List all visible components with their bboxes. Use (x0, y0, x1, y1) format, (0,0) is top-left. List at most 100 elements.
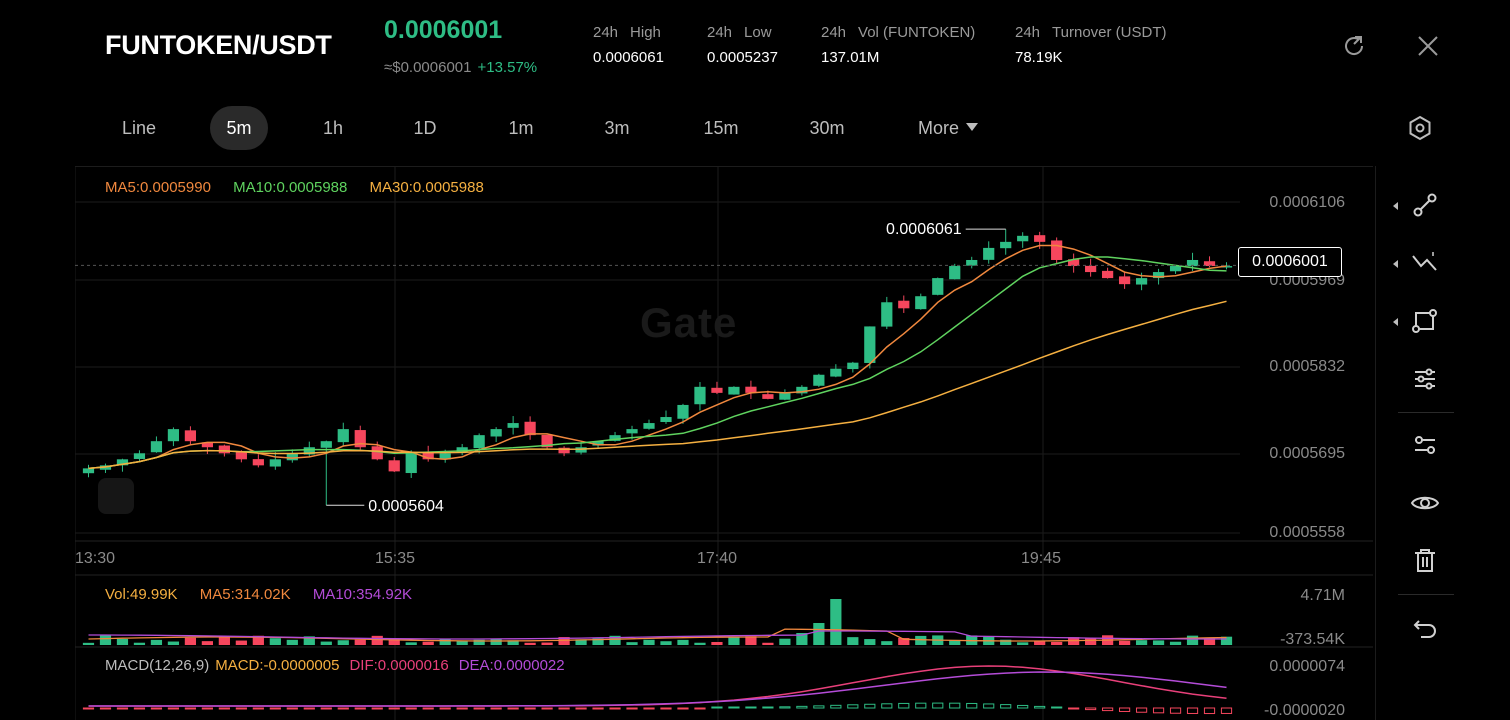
volume-bar (456, 640, 468, 645)
volume-bar (558, 637, 570, 645)
macd-histogram-bar (898, 702, 910, 709)
indicator-manage-icon[interactable] (1410, 430, 1440, 460)
candlestick-chart[interactable]: 0.0006061 0.0005604 (75, 167, 1373, 720)
tab-1d[interactable]: 1D (413, 118, 437, 138)
volume-bar (507, 640, 519, 645)
tab-30m[interactable]: 30m (809, 118, 845, 138)
volume-bar (235, 640, 247, 645)
macd-histogram-bar (82, 707, 95, 710)
macd-histogram-bar (864, 703, 876, 709)
indicator-settings-icon[interactable] (1410, 364, 1440, 394)
tab-3m[interactable]: 3m (604, 118, 630, 138)
macd-histogram-bar (1034, 705, 1046, 709)
ma30-line (88, 300, 1227, 470)
volume-bar (388, 638, 400, 645)
share-icon[interactable] (1341, 33, 1367, 59)
macd-histogram-bar (592, 707, 604, 710)
close-icon[interactable] (1415, 33, 1441, 59)
candle (915, 296, 927, 310)
candle (1102, 270, 1114, 279)
candle (269, 459, 281, 467)
macd-histogram-bar (694, 707, 706, 710)
tab-1m[interactable]: 1m (508, 118, 534, 138)
volume-tick: -373.54K (1280, 631, 1345, 648)
macd-value: MACD:-0.0000005 (215, 657, 340, 674)
eye-icon[interactable] (1410, 488, 1440, 518)
candle (150, 441, 163, 453)
trend-tool-icon[interactable] (1410, 248, 1440, 278)
candle (1034, 235, 1046, 242)
volume-bar (762, 642, 774, 645)
settings-icon[interactable] (1407, 115, 1433, 141)
volume-bar (133, 642, 146, 645)
macd-histogram-bar (303, 707, 315, 710)
ma10-legend: MA10:0.0005988 (233, 179, 348, 196)
volume-bar (1220, 636, 1233, 645)
change-percent: +13.57% (477, 59, 538, 76)
tab-15m[interactable]: 15m (703, 118, 739, 138)
tab-5m[interactable]: 5m (210, 106, 268, 150)
candle (711, 387, 723, 393)
candle (1085, 265, 1097, 273)
macd-histogram-bar (609, 707, 621, 710)
candle (728, 386, 740, 395)
ma30-legend: MA30:0.0005988 (369, 179, 484, 196)
undo-icon[interactable] (1410, 612, 1440, 642)
macd-histogram-bar (524, 707, 536, 710)
candle (1051, 240, 1063, 260)
volume-bar (184, 637, 197, 645)
volume-bar (592, 638, 604, 645)
expand-caret-icon[interactable] (1393, 202, 1398, 210)
price-tick: 0.0005695 (1269, 445, 1345, 462)
volume-bar (303, 636, 315, 645)
volume-bar (745, 636, 757, 645)
candle (354, 430, 366, 448)
expand-caret-icon[interactable] (1393, 260, 1398, 268)
macd-histogram-bar (184, 707, 196, 710)
vol-legend: Vol:49.99K (105, 586, 178, 603)
expand-caret-icon[interactable] (1393, 318, 1398, 326)
line-tool-icon[interactable] (1410, 190, 1440, 220)
volume-bar (575, 639, 587, 645)
vol-ma5-legend: MA5:314.02K (199, 586, 291, 603)
volume-bar (473, 639, 485, 645)
macd-histogram-bar (1085, 707, 1097, 711)
candle (439, 453, 451, 460)
macd-histogram-bar (1169, 707, 1182, 714)
candle (881, 302, 893, 327)
time-tick: 13:30 (75, 550, 116, 567)
candle (1152, 272, 1165, 279)
chart-area[interactable]: Gate 0.0006061 0.0005604 MA5:0.0005990 MA… (75, 166, 1373, 720)
trash-icon[interactable] (1410, 546, 1440, 576)
volume-bar (660, 641, 672, 645)
candle (286, 453, 298, 461)
volume-bar (898, 637, 910, 645)
candle (932, 278, 944, 295)
pair-title[interactable]: FUNTOKEN/USDT (105, 30, 332, 60)
last-price: 0.0006001 (384, 16, 503, 44)
shape-tool-icon[interactable] (1410, 306, 1440, 336)
volume-bar (779, 638, 791, 645)
macd-histogram-bar (507, 707, 519, 710)
price-tick: 0.0006106 (1269, 194, 1345, 211)
tab-line[interactable]: Line (121, 118, 157, 138)
tab-more[interactable]: More (908, 106, 988, 150)
macd-histogram-bar (949, 702, 961, 709)
candle (1203, 261, 1216, 267)
macd-histogram-bar (1203, 707, 1216, 715)
volume-bar (1085, 638, 1097, 645)
candle (218, 445, 230, 454)
candle (830, 368, 842, 377)
toolbar-divider (1398, 412, 1454, 413)
dif-value: DIF:0.0000016 (349, 657, 449, 674)
volume-bar (1000, 639, 1012, 645)
candle (864, 326, 876, 363)
candle (456, 447, 468, 453)
price-subline: ≈$0.0006001 +13.57% (384, 59, 537, 76)
candle (184, 430, 197, 442)
volume-bar (1152, 640, 1165, 645)
macd-histogram-bar (405, 707, 417, 710)
candle (82, 468, 95, 474)
tab-1h[interactable]: 1h (322, 118, 344, 138)
candle (949, 266, 961, 280)
